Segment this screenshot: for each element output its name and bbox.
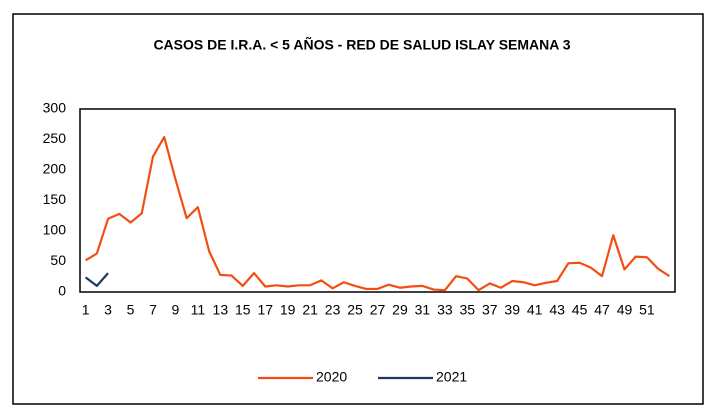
legend-label: 2020 bbox=[316, 369, 347, 385]
x-tick-label: 35 bbox=[460, 302, 476, 318]
y-tick-label: 250 bbox=[43, 130, 67, 146]
chart-frame bbox=[12, 13, 704, 405]
x-tick-label: 1 bbox=[82, 302, 90, 318]
x-tick-label: 37 bbox=[482, 302, 498, 318]
y-tick-label: 100 bbox=[43, 222, 67, 238]
x-tick-label: 15 bbox=[235, 302, 251, 318]
x-tick-label: 23 bbox=[325, 302, 341, 318]
x-tick-label: 25 bbox=[347, 302, 363, 318]
y-tick-label: 300 bbox=[43, 100, 67, 116]
x-tick-label: 39 bbox=[504, 302, 520, 318]
series-line bbox=[85, 135, 670, 292]
y-tick-label: 150 bbox=[43, 191, 67, 207]
x-tick-label: 9 bbox=[172, 302, 180, 318]
x-tick-label: 45 bbox=[572, 302, 588, 318]
x-tick-label: 33 bbox=[437, 302, 453, 318]
plot-area bbox=[79, 108, 676, 293]
x-tick-label: 43 bbox=[549, 302, 565, 318]
legend-label: 2021 bbox=[436, 369, 467, 385]
x-tick-label: 11 bbox=[191, 302, 206, 318]
x-tick-label: 21 bbox=[302, 302, 318, 318]
x-tick-label: 47 bbox=[594, 302, 610, 318]
x-tick-label: 31 bbox=[415, 302, 431, 318]
y-tick-label: 200 bbox=[43, 161, 67, 177]
x-tick-label: 41 bbox=[527, 302, 543, 318]
x-tick-label: 5 bbox=[127, 302, 135, 318]
x-tick-label: 49 bbox=[617, 302, 633, 318]
x-tick-label: 51 bbox=[639, 302, 655, 318]
y-tick-label: 50 bbox=[50, 252, 66, 268]
x-tick-label: 3 bbox=[104, 302, 112, 318]
x-tick-label: 29 bbox=[392, 302, 408, 318]
x-tick-label: 19 bbox=[280, 302, 296, 318]
x-tick-label: 27 bbox=[370, 302, 386, 318]
y-tick-label: 0 bbox=[58, 283, 66, 299]
chart-title: CASOS DE I.R.A. < 5 AÑOS - RED DE SALUD … bbox=[153, 36, 570, 53]
x-tick-label: 13 bbox=[213, 302, 229, 318]
x-tick-label: 17 bbox=[257, 302, 273, 318]
series-line bbox=[84, 272, 109, 287]
x-tick-label: 7 bbox=[149, 302, 157, 318]
